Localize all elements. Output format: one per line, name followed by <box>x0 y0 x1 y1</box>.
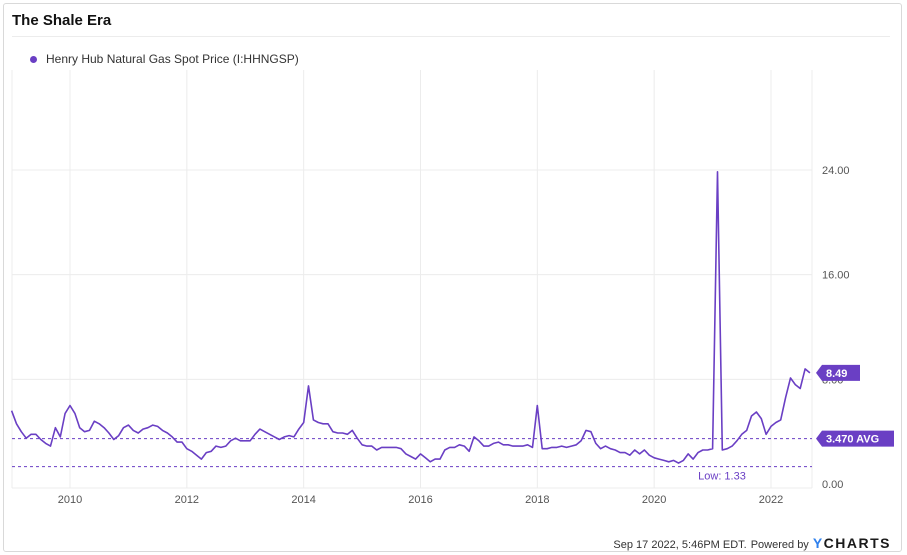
y-tick-label: 0.00 <box>822 479 843 491</box>
badge-shape <box>816 430 894 447</box>
x-tick-label: 2016 <box>408 494 432 506</box>
average-badge: 3.470 AVG <box>816 430 894 447</box>
y-tick-label: 16.00 <box>822 270 850 282</box>
chart-title: The Shale Era <box>12 12 112 29</box>
title-divider <box>12 36 890 37</box>
axis-labels: 20102012201420162018202020220.008.0016.0… <box>58 165 850 506</box>
badge-label: 8.49 <box>826 368 847 380</box>
legend-marker <box>30 55 37 63</box>
footer-timestamp: Sep 17 2022, 5:46PM EDT. <box>613 539 747 551</box>
x-tick-label: 2010 <box>58 494 82 506</box>
ycharts-logo-text: CHARTS <box>823 535 891 551</box>
reference-lines <box>12 438 812 468</box>
footer-powered-by: Powered by <box>750 539 809 551</box>
x-tick-label: 2020 <box>642 494 666 506</box>
annotations: 8.49 3.470 AVG Low: 1.33 <box>698 364 894 483</box>
x-tick-label: 2012 <box>175 494 199 506</box>
low-label: Low: 1.33 <box>698 471 746 483</box>
x-tick-label: 2022 <box>759 494 783 506</box>
x-tick-label: 2014 <box>291 494 315 506</box>
ycharts-logo[interactable]: YCHARTS <box>813 535 891 551</box>
ycharts-logo-y: Y <box>812 535 824 551</box>
footer: Sep 17 2022, 5:46PM EDT. Powered by YCHA… <box>613 535 891 551</box>
badge-shape <box>816 364 860 381</box>
x-tick-label: 2018 <box>525 494 549 506</box>
badge-label: 3.470 AVG <box>826 434 879 446</box>
series-layer <box>10 171 811 464</box>
series-line <box>10 171 811 464</box>
legend[interactable]: Henry Hub Natural Gas Spot Price (I:HHNG… <box>30 52 299 66</box>
legend-label: Henry Hub Natural Gas Spot Price (I:HHNG… <box>46 52 299 66</box>
y-tick-label: 24.00 <box>822 165 850 177</box>
last-value-badge: 8.49 <box>816 364 860 381</box>
grid-layer <box>11 70 813 489</box>
chart-card <box>3 3 902 552</box>
